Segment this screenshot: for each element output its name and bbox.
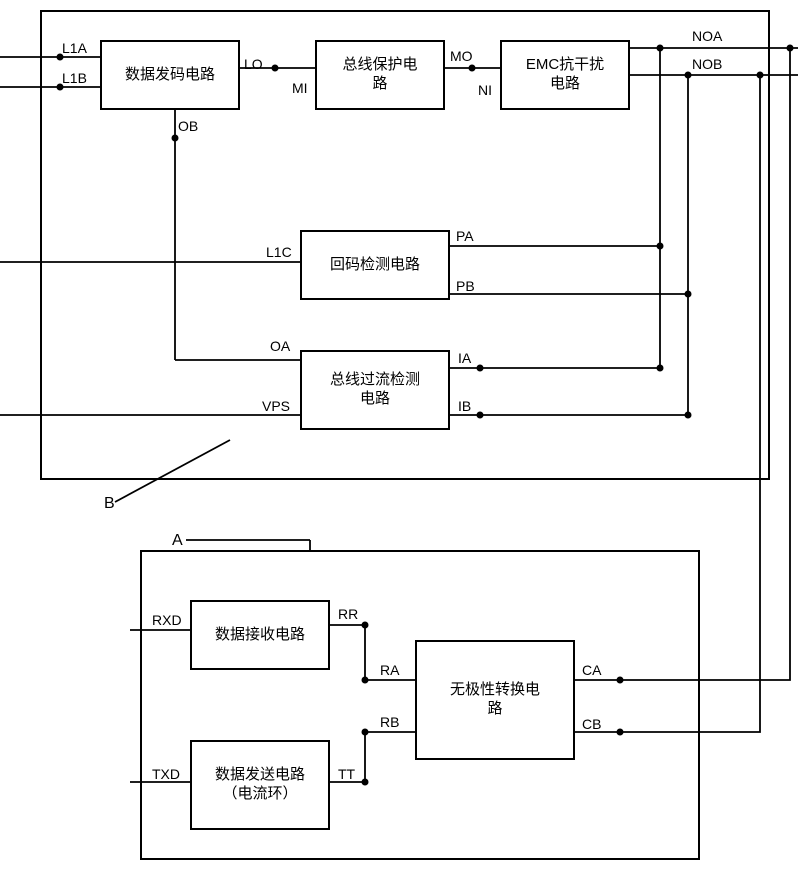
port-l1a: L1A [62, 40, 87, 56]
port-mi: MI [292, 80, 308, 96]
port-tt: TT [338, 766, 355, 782]
block-echo-detect: 回码检测电路 [300, 230, 450, 300]
block-nonpolar: 无极性转换电 路 [415, 640, 575, 760]
port-ra: RA [380, 662, 399, 678]
frame-a-label: A [172, 532, 183, 550]
block-data-rx: 数据接收电路 [190, 600, 330, 670]
port-lo: LO [244, 56, 263, 72]
port-ib: IB [458, 398, 471, 414]
port-rxd: RXD [152, 612, 182, 628]
port-ca: CA [582, 662, 601, 678]
port-ia: IA [458, 350, 471, 366]
block-data-tx: 数据发送电路 （电流环） [190, 740, 330, 830]
block-overcurrent: 总线过流检测 电路 [300, 350, 450, 430]
port-pa: PA [456, 228, 474, 244]
port-mo: MO [450, 48, 473, 64]
block-emc: EMC抗干扰 电路 [500, 40, 630, 110]
port-cb: CB [582, 716, 601, 732]
port-pb: PB [456, 278, 475, 294]
port-oa: OA [270, 338, 290, 354]
block-bus-protection: 总线保护电 路 [315, 40, 445, 110]
port-rb: RB [380, 714, 399, 730]
port-ni: NI [478, 82, 492, 98]
port-l1b: L1B [62, 70, 87, 86]
port-l1c: L1C [266, 244, 292, 260]
port-ob: OB [178, 118, 198, 134]
port-nob: NOB [692, 56, 722, 72]
port-vps: VPS [262, 398, 290, 414]
port-txd: TXD [152, 766, 180, 782]
port-rr: RR [338, 606, 358, 622]
block-tx-code: 数据发码电路 [100, 40, 240, 110]
port-noa: NOA [692, 28, 722, 44]
frame-b-label: B [104, 495, 115, 513]
